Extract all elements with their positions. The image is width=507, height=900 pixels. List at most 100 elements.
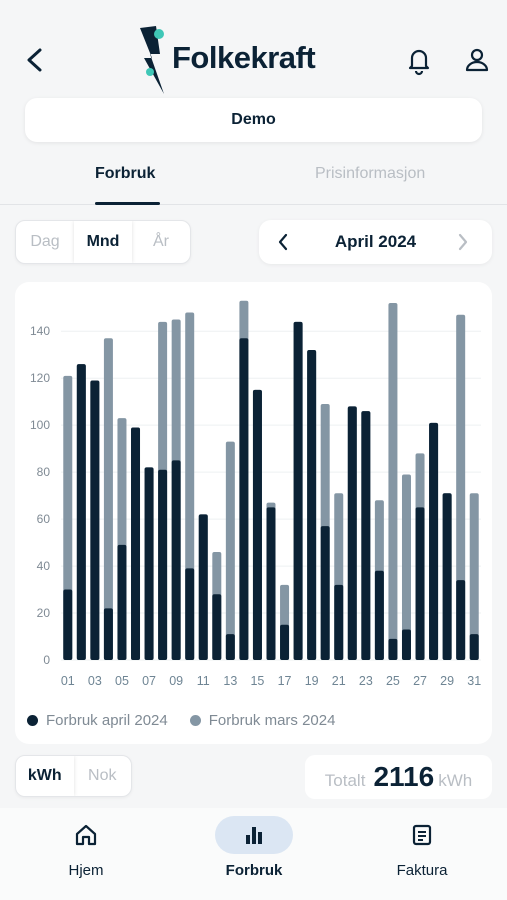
bar-april[interactable] — [90, 380, 100, 660]
bar-april[interactable] — [225, 634, 235, 660]
total-value: 2116 — [373, 761, 435, 792]
bar-april[interactable] — [158, 469, 168, 660]
x-tick-label: 21 — [332, 674, 346, 688]
nav-pill-hjem — [47, 816, 125, 854]
bar-april[interactable] — [103, 608, 113, 660]
bar-april[interactable] — [117, 544, 127, 660]
bar-april[interactable] — [239, 338, 249, 660]
month-navigator: April 2024 — [259, 220, 492, 264]
bar-april[interactable] — [144, 467, 154, 660]
legend-label-april: Forbruk april 2024 — [46, 712, 168, 729]
bar-april[interactable] — [374, 570, 384, 660]
home-icon — [75, 824, 97, 846]
y-tick-label: 120 — [30, 371, 50, 385]
bar-april[interactable] — [293, 321, 303, 660]
bell-icon[interactable] — [404, 44, 434, 76]
unit-kwh[interactable]: kWh — [16, 756, 74, 796]
x-tick-label: 11 — [197, 674, 210, 688]
chevron-left-icon[interactable] — [20, 44, 50, 76]
bar-april[interactable] — [212, 594, 222, 660]
y-tick-label: 80 — [37, 465, 51, 479]
legend-dot-april — [27, 715, 38, 726]
chevron-right-icon[interactable] — [455, 231, 471, 253]
y-tick-label: 0 — [43, 653, 50, 667]
bar-april[interactable] — [198, 514, 208, 660]
bar-april[interactable] — [63, 589, 73, 660]
bar-mars[interactable] — [63, 375, 73, 660]
brand-logo: Folkekraft — [136, 24, 336, 96]
y-tick-label: 40 — [37, 559, 51, 573]
period-day[interactable]: Dag — [30, 233, 60, 250]
invoice-icon — [412, 824, 432, 846]
legend-dot-mars — [189, 715, 201, 726]
tab-forbruk[interactable]: Forbruk — [95, 165, 156, 182]
x-tick-label: 27 — [413, 674, 427, 688]
month-label: April 2024 — [334, 232, 417, 251]
consumption-chart-card: 0 20 40 60 80 100 120 140 01 03 05 07 09 11 13 15 17 19 21… — [15, 282, 492, 744]
legend-label-mars: Forbruk mars 2024 — [208, 712, 336, 729]
bar-april[interactable] — [307, 350, 317, 660]
x-tick-label: 15 — [250, 674, 264, 688]
bar-mars[interactable] — [103, 338, 113, 660]
nav-pill-forbruk — [215, 816, 293, 854]
consumption-bar-chart[interactable]: 0 20 40 60 80 100 120 140 01 03 05 07 09 11 13 15 17 19 21… — [15, 282, 492, 702]
bar-mars[interactable] — [456, 314, 466, 660]
x-tick-label: 23 — [359, 674, 373, 688]
logo-text: Folkekraft — [172, 40, 316, 75]
bar-mars[interactable] — [401, 474, 411, 660]
bar-april[interactable] — [347, 406, 357, 660]
nav-label-forbruk: Forbruk — [225, 862, 283, 879]
nav-label-faktura: Faktura — [396, 862, 448, 879]
period-year[interactable]: År — [153, 233, 169, 250]
bar-april[interactable] — [469, 634, 479, 660]
chevron-left-icon[interactable] — [275, 231, 291, 253]
bar-april[interactable] — [415, 507, 425, 660]
nav-item-faktura[interactable]: Faktura — [372, 816, 472, 879]
user-icon[interactable] — [462, 44, 492, 76]
bar-april[interactable] — [361, 411, 371, 660]
unit-nok[interactable]: Nok — [88, 767, 117, 784]
bar-april[interactable] — [76, 364, 86, 660]
x-tick-label: 03 — [88, 674, 102, 688]
bottom-navigation: Hjem Forbruk Faktura — [0, 808, 507, 900]
x-tick-label: 05 — [115, 674, 129, 688]
x-tick-label: 09 — [169, 674, 183, 688]
period-selector: Dag Mnd År — [15, 220, 191, 264]
y-tick-label: 20 — [37, 606, 51, 620]
bar-april[interactable] — [320, 526, 330, 660]
bar-april[interactable] — [456, 580, 466, 660]
x-tick-label: 17 — [278, 674, 292, 688]
account-name: Demo — [231, 111, 276, 128]
bar-april[interactable] — [442, 493, 452, 660]
logo-bolt-icon — [140, 26, 164, 94]
bar-april[interactable] — [429, 422, 439, 660]
bar-april[interactable] — [388, 638, 398, 660]
nav-item-hjem[interactable]: Hjem — [36, 816, 136, 879]
bar-mars[interactable] — [469, 493, 479, 660]
bar-april[interactable] — [171, 460, 181, 660]
app-header: Folkekraft — [0, 0, 507, 96]
y-tick-label: 100 — [30, 418, 50, 432]
bar-april[interactable] — [280, 624, 290, 660]
legend-item-mars: Forbruk mars 2024 — [189, 712, 336, 729]
bar-mars[interactable] — [388, 303, 398, 660]
x-tick-label: 07 — [142, 674, 156, 688]
y-tick-label: 140 — [30, 324, 50, 338]
bar-april[interactable] — [252, 389, 262, 660]
nav-item-forbruk[interactable]: Forbruk — [204, 816, 304, 879]
tab-bar: Forbruk Prisinformasjon — [0, 150, 507, 205]
nav-pill-faktura — [383, 816, 461, 854]
nav-label-hjem: Hjem — [68, 862, 104, 879]
bar-april[interactable] — [185, 568, 195, 660]
bar-april[interactable] — [266, 507, 276, 660]
x-tick-label: 31 — [467, 674, 481, 688]
account-selector[interactable]: Demo — [25, 98, 482, 142]
bar-april[interactable] — [401, 629, 411, 660]
active-tab-indicator — [95, 202, 160, 205]
total-label: Totalt — [324, 771, 366, 790]
bar-april[interactable] — [131, 427, 141, 660]
bar-mars[interactable] — [225, 441, 235, 660]
tab-prisinformasjon[interactable]: Prisinformasjon — [315, 165, 426, 182]
period-month[interactable]: Mnd — [74, 221, 132, 263]
bar-april[interactable] — [334, 584, 344, 660]
